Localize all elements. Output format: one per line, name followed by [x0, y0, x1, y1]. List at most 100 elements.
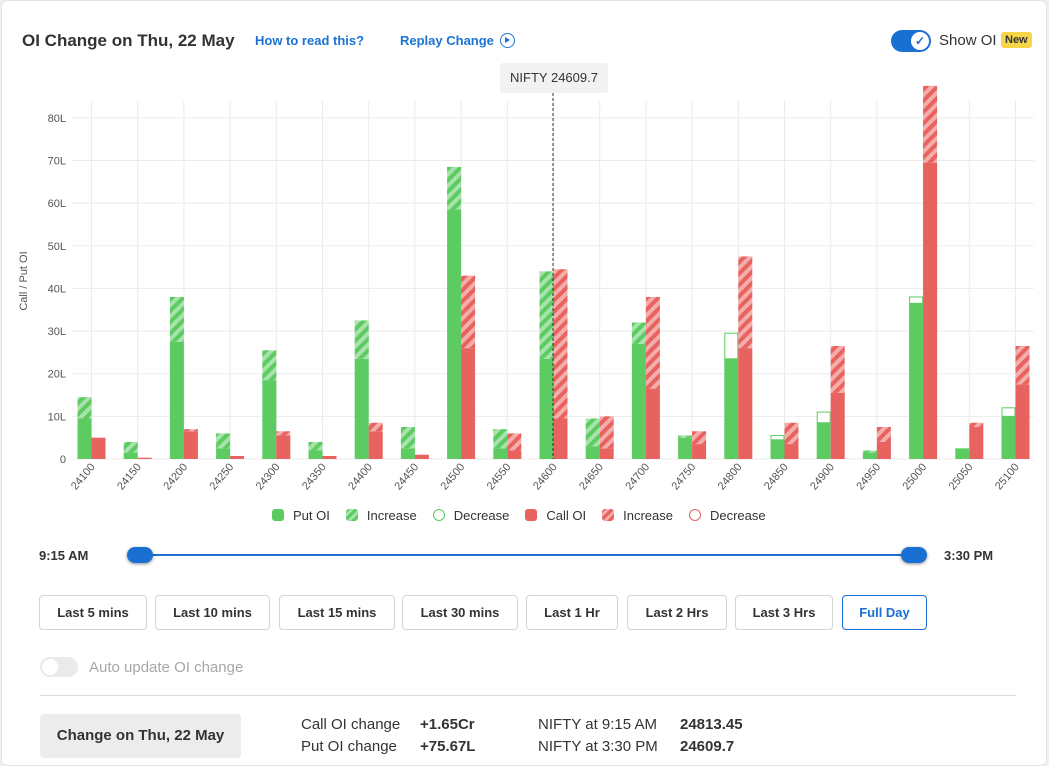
auto-update-toggle[interactable] [40, 657, 78, 677]
put-oi-bar [862, 452, 877, 459]
call-oi-bar [923, 162, 938, 459]
put-oi-increase-bar [400, 427, 415, 449]
call-oi-increase-bar [784, 422, 799, 445]
y-tick-label: 80L [48, 113, 66, 125]
call-oi-bar [876, 441, 891, 459]
legend-put-decrease[interactable]: Decrease [432, 507, 510, 523]
auto-update-label: Auto update OI change [89, 659, 244, 676]
put-oi-increase-bar [169, 296, 184, 342]
legend-call-decrease[interactable]: Decrease [688, 508, 766, 523]
put-oi-increase-bar [539, 271, 554, 359]
replay-change-label: Replay Change [400, 33, 494, 48]
y-tick-label: 60L [48, 198, 66, 210]
call-oi-increase-bar [969, 422, 984, 428]
put-oi-increase-bar [77, 397, 92, 419]
put-oi-increase-bar [216, 433, 231, 449]
replay-change-link[interactable]: Replay Change [400, 33, 515, 48]
put-oi-bar [169, 341, 184, 459]
call-oi-bar [1015, 384, 1030, 459]
y-tick-label: 40L [48, 283, 66, 295]
spot-price-tooltip: NIFTY 24609.7 [500, 63, 608, 93]
show-oi-toggle[interactable]: ✓ [891, 30, 931, 52]
put-oi-increase-bar [493, 429, 508, 449]
legend-call-oi[interactable]: Call OI [525, 508, 586, 523]
call-oi-increase-bar [599, 416, 614, 449]
slider-start-label: 9:15 AM [39, 548, 89, 563]
x-tick-label: 25000 [901, 461, 930, 492]
legend-call-increase[interactable]: Increase [602, 508, 673, 523]
put-oi-bar [123, 452, 138, 459]
range-button-10-mins[interactable]: Last 10 mins [155, 595, 270, 630]
range-button-30-mins[interactable]: Last 30 mins [402, 595, 518, 630]
put-oi-bar [216, 448, 231, 459]
put-oi-increase-bar [308, 441, 323, 451]
range-button-1-hr[interactable]: Last 1 Hr [526, 595, 618, 630]
call-oi-bar [784, 444, 799, 459]
oi-bar-chart: 0 10L 20L 30L 40L 50L 60L 70L 80L Call / Put OI 24… [18, 85, 1034, 492]
call-oi-increase-bar [183, 429, 198, 432]
x-tick-label: 24950 [854, 461, 883, 492]
y-tick-label: 0 [60, 454, 66, 466]
call-oi-increase-bar [738, 256, 753, 349]
call-oi-increase-bar [276, 431, 291, 436]
show-oi-label: Show OI [939, 32, 997, 49]
legend-swatch [345, 509, 358, 521]
call-oi-bar [183, 431, 198, 459]
x-tick-label: 24300 [254, 461, 283, 492]
put-oi-bar [955, 448, 970, 459]
legend-put-increase[interactable]: Increase [345, 508, 417, 523]
legend-label: Increase [623, 507, 673, 523]
call-oi-increase-bar [461, 275, 476, 349]
range-button-full-day[interactable]: Full Day [842, 595, 927, 630]
put-oi-bar [631, 343, 646, 459]
nifty-open-label: NIFTY at 9:15 AM [538, 716, 657, 733]
y-axis-label: Call / Put OI [18, 251, 30, 310]
put-oi-decrease-bar [816, 411, 831, 424]
put-oi-increase-bar [862, 450, 877, 453]
new-badge: New [1001, 32, 1032, 48]
call-oi-increase-bar [368, 422, 383, 432]
nifty-close-value: 24609.7 [680, 738, 735, 755]
call-oi-bar [507, 450, 522, 459]
put-oi-bar [585, 446, 600, 459]
x-tick-label: 24650 [577, 461, 606, 492]
x-tick-label: 24850 [762, 461, 791, 492]
y-tick-label: 50L [48, 241, 66, 253]
how-to-read-link[interactable]: How to read this? [255, 33, 365, 48]
call-oi-increase-bar [507, 433, 522, 451]
change-date-button[interactable]: Change on Thu, 22 May [40, 714, 241, 758]
range-button-2-hrs[interactable]: Last 2 Hrs [627, 595, 727, 630]
call-oi-bar [91, 437, 106, 459]
range-button-5-mins[interactable]: Last 5 mins [39, 595, 147, 630]
slider-start-handle[interactable] [127, 547, 153, 563]
x-tick-label: 24700 [623, 461, 652, 492]
put-oi-change-value: +75.67L [420, 738, 476, 755]
slider-end-handle[interactable] [901, 547, 927, 563]
call-oi-bar [414, 454, 429, 459]
call-oi-bar [692, 444, 707, 459]
range-button-3-hrs[interactable]: Last 3 Hrs [735, 595, 833, 630]
x-tick-label: 24500 [439, 461, 468, 492]
x-tick-label: 24150 [115, 461, 144, 492]
call-oi-bar [322, 456, 337, 459]
legend-put-oi[interactable]: Put OI [272, 508, 330, 523]
put-oi-bar [678, 437, 693, 459]
y-tick-label: 70L [48, 155, 66, 167]
call-oi-bar [969, 427, 984, 459]
call-oi-bar [137, 457, 152, 459]
put-oi-bar [77, 418, 92, 459]
x-tick-label: 24450 [392, 461, 421, 492]
put-oi-decrease-bar [1001, 407, 1016, 417]
range-button-15-mins[interactable]: Last 15 mins [279, 595, 395, 630]
put-oi-bar [770, 439, 785, 459]
put-oi-bar [262, 380, 277, 459]
call-oi-increase-bar [830, 345, 845, 393]
legend-label: Put OI [293, 507, 330, 523]
legend-swatch [688, 509, 701, 521]
time-slider-track[interactable] [140, 554, 915, 556]
put-oi-increase-bar [585, 418, 600, 447]
legend-label: Decrease [453, 507, 510, 523]
x-tick-label: 24750 [670, 461, 699, 492]
put-oi-bar [400, 448, 415, 459]
